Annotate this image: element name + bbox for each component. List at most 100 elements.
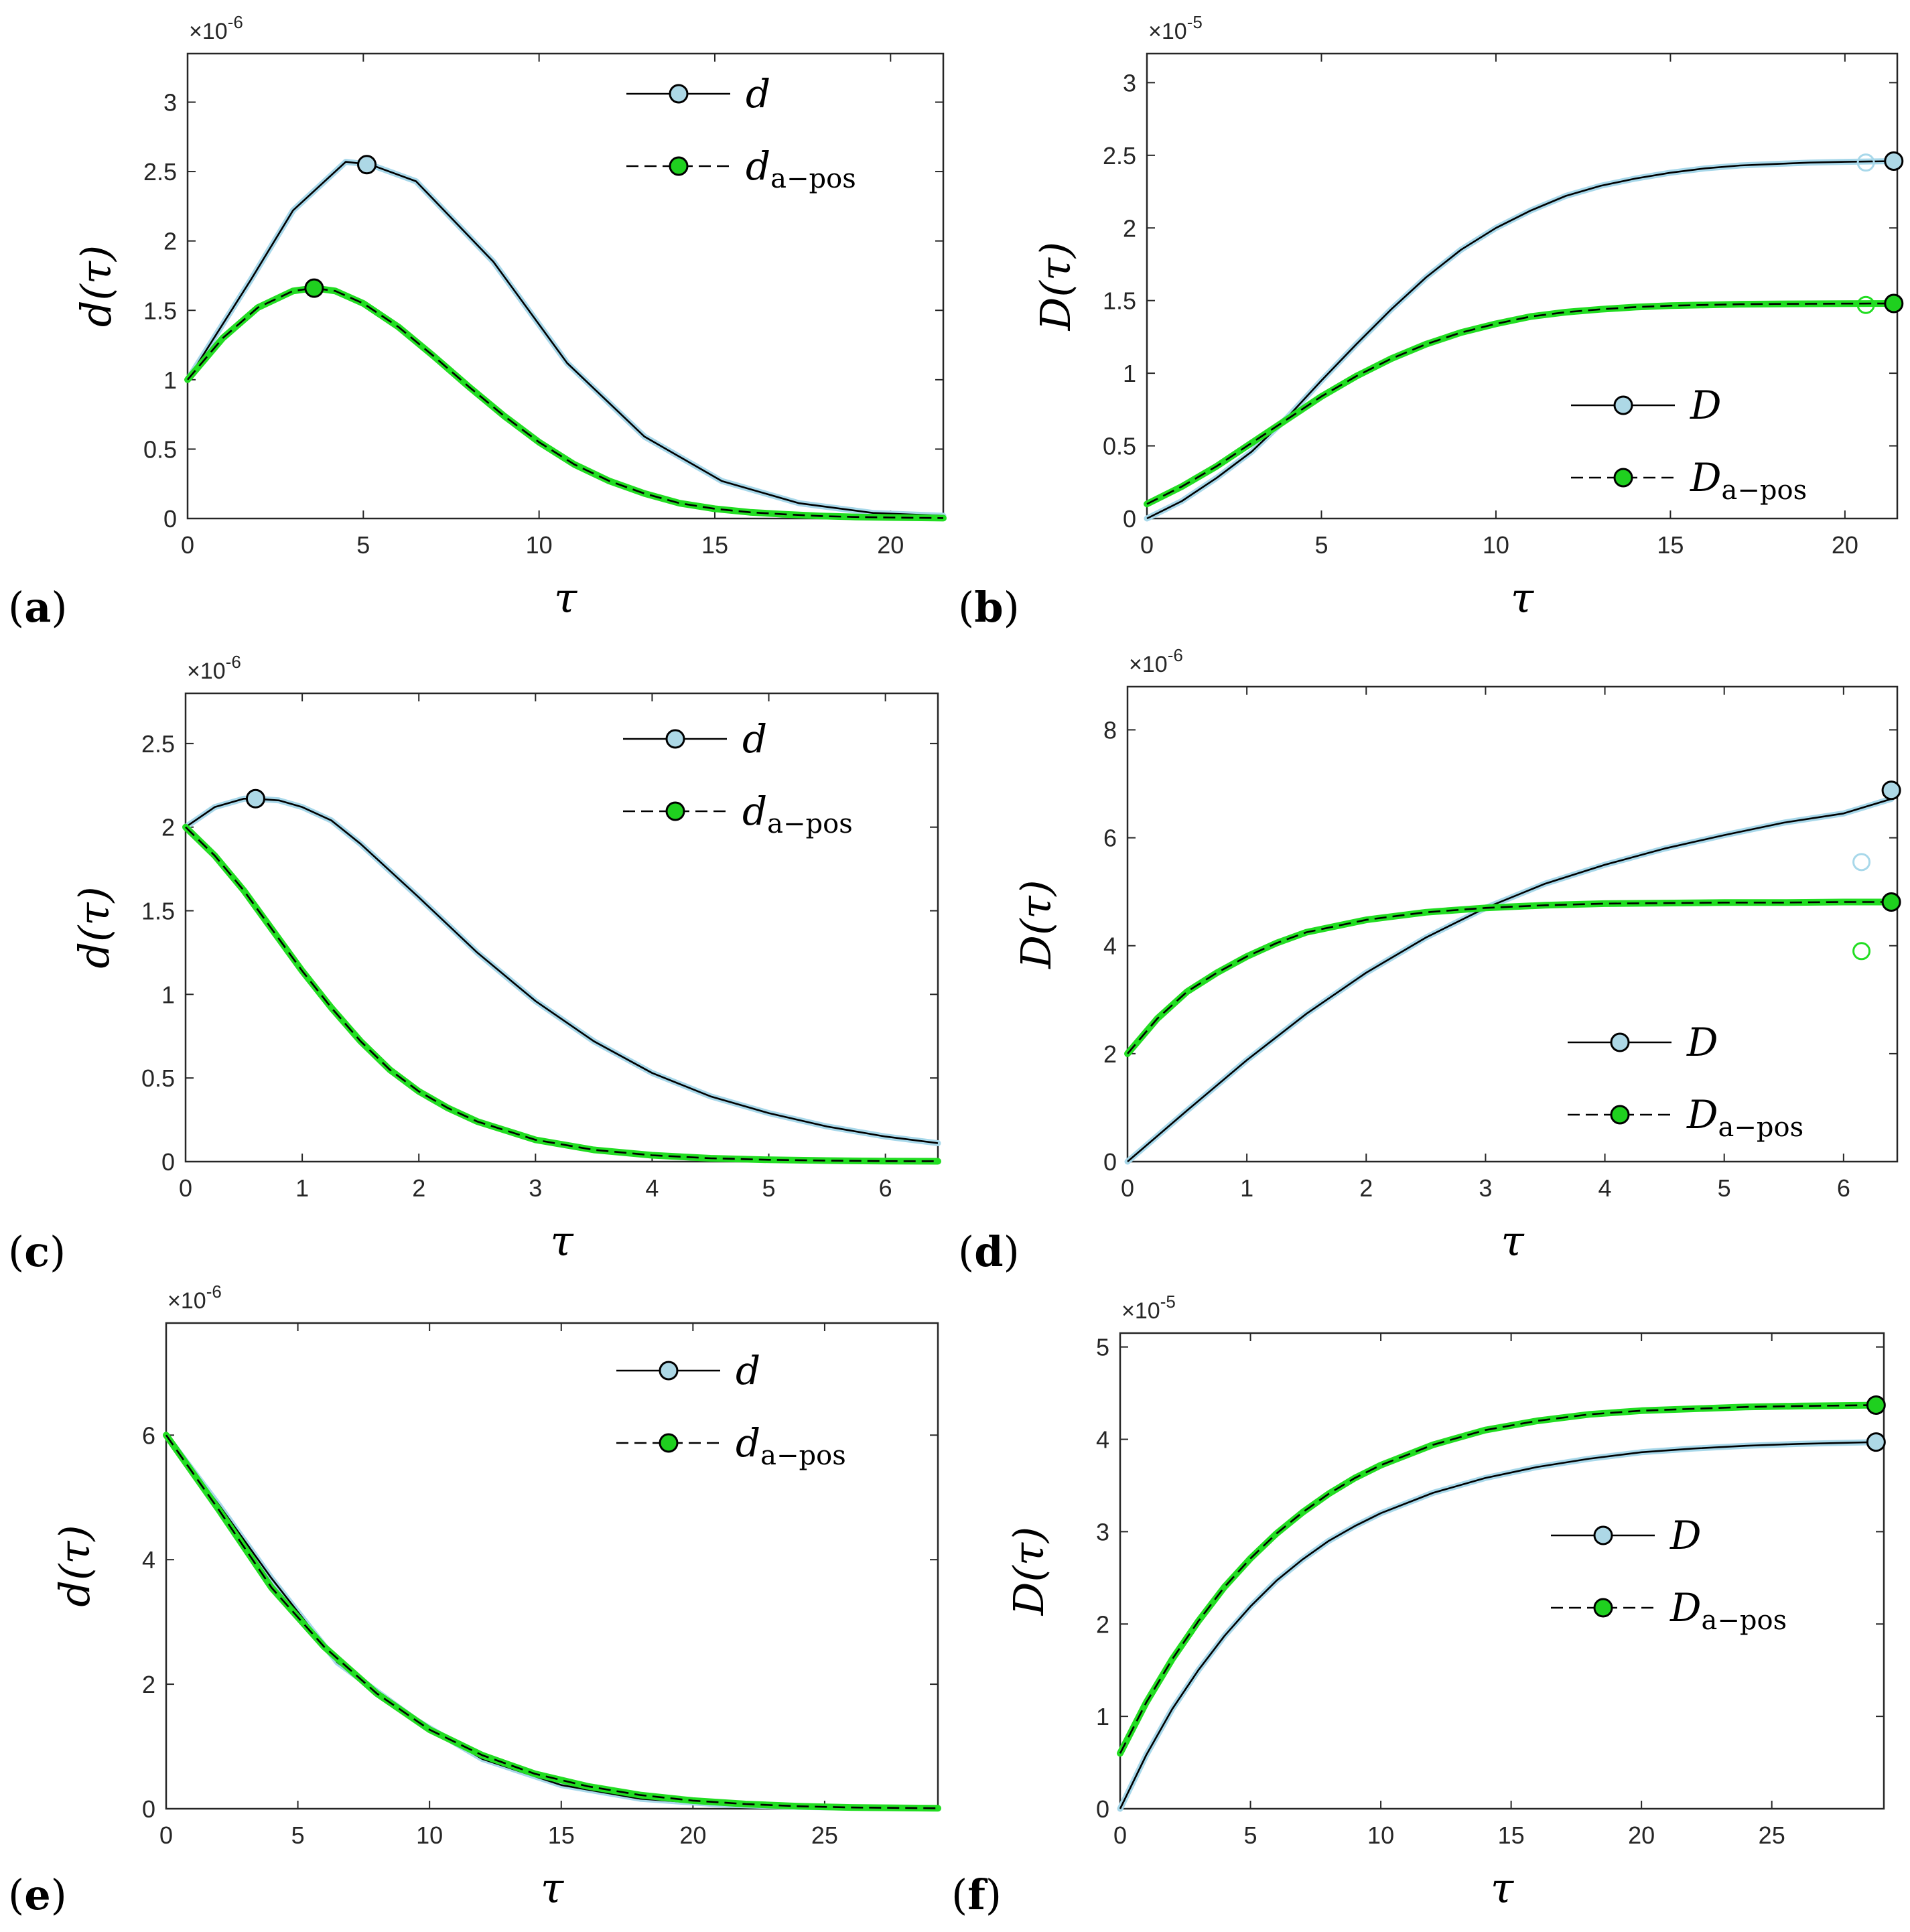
xtick-label: 20 <box>1628 1821 1655 1849</box>
xtick-label: 5 <box>762 1174 776 1202</box>
xtick-label: 0 <box>1140 531 1154 559</box>
panel-f: 0 5 10 15 20 25 0 1 2 3 4 5 ×10-5 τ D(τ) (f) D Da−pos <box>951 1292 1886 1919</box>
ytick-label: 1 <box>163 366 177 394</box>
xtick-label: 10 <box>1483 531 1509 559</box>
ytick-label: 2.5 <box>141 730 175 758</box>
series-D-marker <box>1881 780 1901 801</box>
y-axis-label: d(τ) <box>70 886 119 968</box>
legend-marker-1 <box>1610 1105 1630 1125</box>
ytick-label: 6 <box>1103 825 1117 852</box>
xtick-label: 4 <box>645 1174 659 1202</box>
series-D_a-pos-line <box>1146 302 1894 505</box>
xtick-label: 2 <box>412 1174 425 1202</box>
panel-label: (a) <box>8 583 68 632</box>
ytick-label: 2 <box>142 1671 155 1698</box>
xtick-label: 0 <box>181 531 194 559</box>
xtick-label: 5 <box>1718 1174 1731 1202</box>
legend-entry-0: d <box>746 71 770 117</box>
ytick-label: 0 <box>163 505 177 533</box>
axis-exponent: ×10-5 <box>1148 12 1203 44</box>
panel-label: (e) <box>8 1870 67 1919</box>
xtick-label: 0 <box>159 1821 173 1849</box>
x-axis-label: τ <box>1491 1864 1515 1913</box>
axis-exponent: ×10-6 <box>187 652 241 684</box>
xtick-label: 15 <box>548 1821 575 1849</box>
x-axis-label: τ <box>1501 1217 1525 1265</box>
ytick-label: 1.5 <box>141 898 175 925</box>
series-D_a-pos-hollow-marker <box>1856 295 1875 314</box>
panel-e: 0 5 10 15 20 25 0 2 4 6 ×10-6 τ d(τ) (e) d da−pos <box>8 1282 941 1919</box>
axis-exponent: ×10-6 <box>1129 645 1183 677</box>
ytick-label: 1 <box>161 981 175 1008</box>
x-axis-label: τ <box>554 573 578 622</box>
panel-a: 0 5 10 15 20 0 0.5 1 1.5 2 2.5 3 ×10-6 τ d(τ) (a) d da−po… <box>8 12 947 632</box>
xtick-label: 10 <box>416 1821 443 1849</box>
xtick-label: 15 <box>1657 531 1684 559</box>
series-D-marker <box>1866 1432 1886 1452</box>
xtick-label: 2 <box>1359 1174 1373 1202</box>
xtick-label: 15 <box>701 531 728 559</box>
legend-marker-0 <box>659 1361 679 1381</box>
ytick-label: 3 <box>1096 1518 1109 1545</box>
y-axis-label: d(τ) <box>72 245 121 327</box>
xtick-label: 4 <box>1598 1174 1612 1202</box>
legend-marker-1 <box>1613 468 1633 488</box>
y-axis-label: D(τ) <box>1012 880 1061 969</box>
legend-entry-0: D <box>1686 1020 1718 1065</box>
ytick-label: 1.5 <box>1103 287 1136 315</box>
ytick-label: 3 <box>163 89 177 117</box>
ytick-label: 5 <box>1096 1334 1109 1361</box>
ytick-label: 2 <box>1103 1040 1117 1068</box>
ytick-label: 0 <box>142 1795 155 1823</box>
xtick-label: 5 <box>1244 1821 1257 1849</box>
xtick-label: 20 <box>877 531 904 559</box>
y-axis-label: d(τ) <box>50 1525 99 1606</box>
series-D-hollow-marker <box>1852 853 1871 872</box>
xtick-label: 1 <box>295 1174 309 1202</box>
x-axis-label: τ <box>541 1864 565 1913</box>
panel-label: (d) <box>958 1227 1020 1276</box>
series-D_a-pos-line <box>1119 1404 1877 1754</box>
series-d-line <box>186 161 944 517</box>
x-axis-label: τ <box>1511 573 1535 622</box>
axis-exponent: ×10-6 <box>167 1282 222 1314</box>
xtick-label: 1 <box>1240 1174 1253 1202</box>
panel-label: (f) <box>951 1870 1002 1919</box>
xtick-label: 5 <box>1314 531 1328 559</box>
series-D_a-pos-marker <box>1881 892 1901 912</box>
panel-label: (c) <box>8 1227 66 1276</box>
xtick-label: 6 <box>1837 1174 1850 1202</box>
ytick-label: 4 <box>142 1546 155 1574</box>
legend-marker-0 <box>1593 1525 1613 1545</box>
panel-label: (b) <box>958 583 1020 632</box>
xtick-label: 10 <box>1367 1821 1394 1849</box>
ytick-label: 3 <box>1123 69 1136 96</box>
panel-b: 0 5 10 15 20 0 0.5 1 1.5 2 2.5 3 ×10-5 τ D(τ) (b) D Da−po… <box>958 12 1904 632</box>
plot-area-d <box>1126 685 1899 1163</box>
y-axis-label: D(τ) <box>1031 242 1080 331</box>
legend-marker-1 <box>665 801 685 821</box>
panel-d: 0 1 2 3 4 5 6 0 2 4 6 8 ×10-6 τ D(τ) (d) D Da−pos <box>958 645 1901 1276</box>
plot-area-b <box>1146 52 1899 520</box>
ytick-label: 4 <box>1103 933 1117 960</box>
series-d-marker <box>357 155 377 175</box>
xtick-label: 10 <box>526 531 553 559</box>
panel-c: 0 1 2 3 4 5 6 0 0.5 1 1.5 2 2.5 ×10-6 τ d(τ) (c) d da−pos <box>8 652 941 1276</box>
xtick-label: 6 <box>879 1174 892 1202</box>
ytick-label: 2 <box>1123 214 1136 242</box>
axis-exponent: ×10-5 <box>1121 1292 1176 1324</box>
ytick-label: 6 <box>142 1422 155 1449</box>
xtick-label: 0 <box>179 1174 192 1202</box>
ytick-label: 4 <box>1096 1426 1109 1454</box>
ytick-label: 2.5 <box>1103 142 1136 169</box>
ytick-label: 0 <box>1103 1148 1117 1176</box>
legend-marker-1 <box>669 156 689 176</box>
legend-marker-0 <box>1613 395 1633 415</box>
xtick-label: 0 <box>1113 1821 1127 1849</box>
ytick-label: 1 <box>1123 360 1136 387</box>
x-axis-label: τ <box>550 1217 574 1265</box>
series-d-marker <box>245 788 265 809</box>
series-D_a-pos-hollow-marker <box>1852 942 1871 961</box>
plot-area-a <box>186 52 945 520</box>
